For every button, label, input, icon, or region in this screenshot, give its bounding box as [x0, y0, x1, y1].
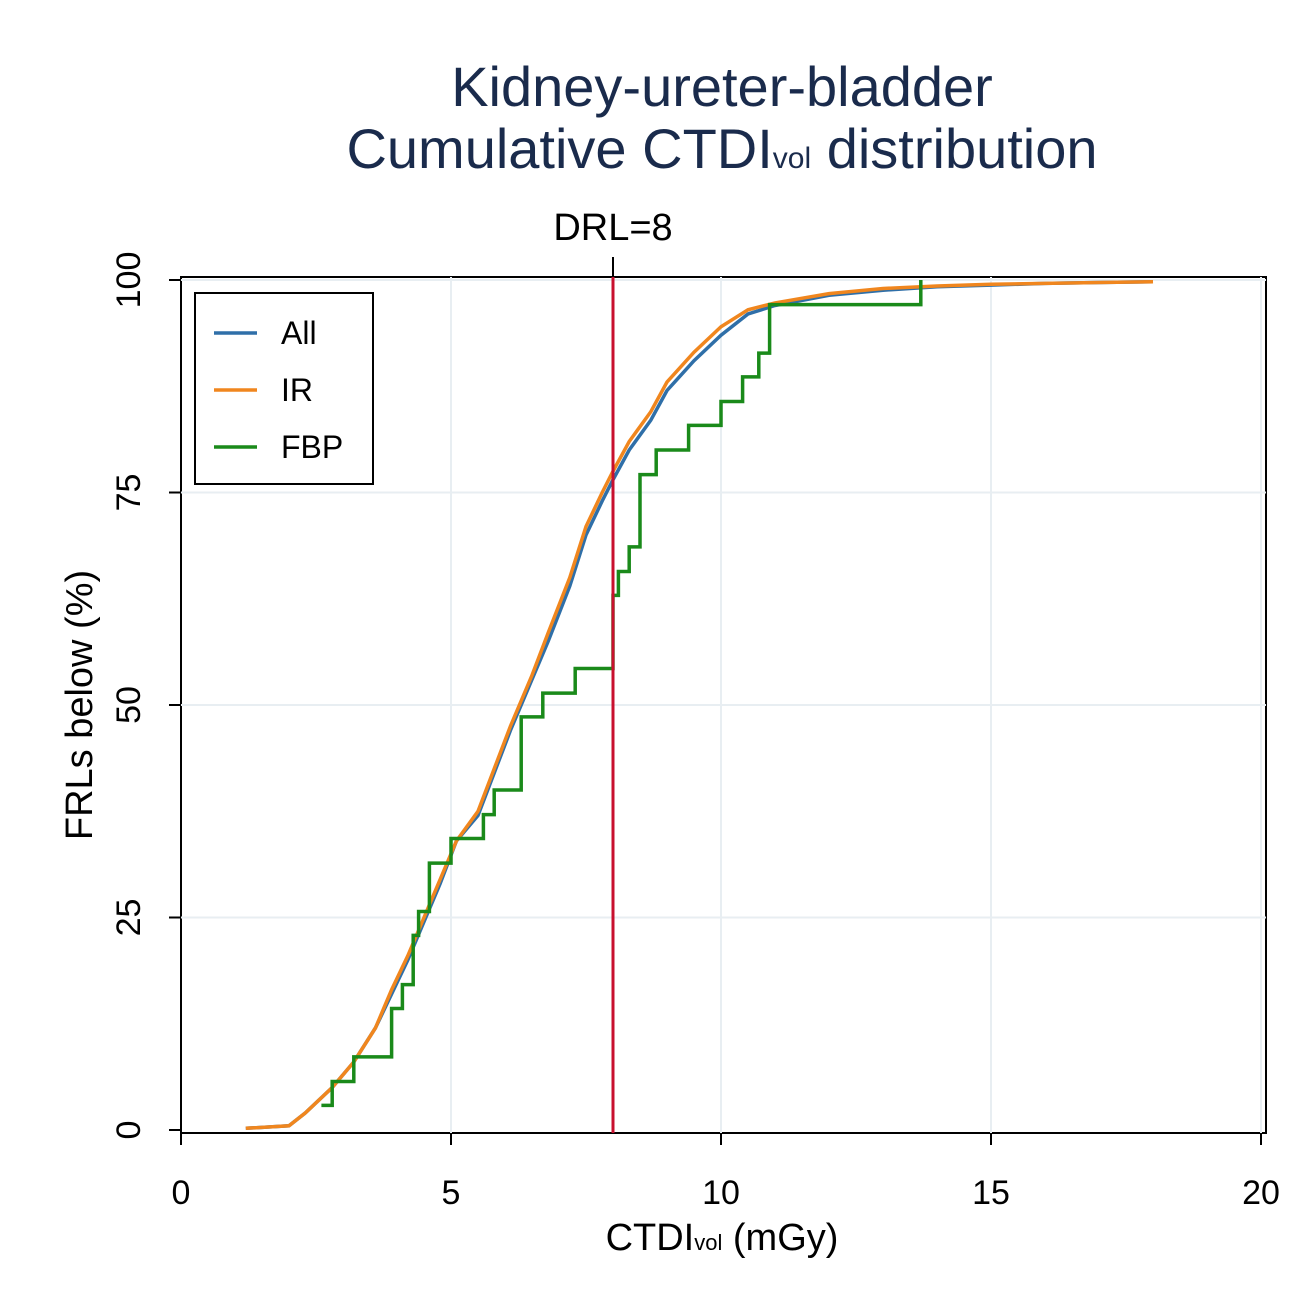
chart-title-line2: Cumulative CTDIvol distribution: [346, 117, 1097, 180]
y-tick-label: 75: [110, 474, 148, 512]
x-tick-label: 10: [702, 1174, 740, 1212]
legend-label-all: All: [281, 315, 317, 351]
x-tick-label: 20: [1242, 1174, 1280, 1212]
x-axis-label-subscript: vol: [694, 1230, 722, 1255]
reference-line-group: DRL=8: [553, 207, 673, 1133]
x-tick-label: 0: [172, 1174, 191, 1212]
series-line-ir: [245, 279, 1154, 1131]
axes: 0 5 10 15 20 0 25 50 75 100: [110, 252, 1280, 1212]
grid-lines: [181, 277, 1266, 1133]
y-tick-label: 25: [110, 899, 148, 937]
x-tick-label: 15: [972, 1174, 1010, 1212]
y-tick-label: 50: [110, 686, 148, 724]
drl-label: DRL=8: [553, 207, 672, 249]
legend-label-ir: IR: [281, 372, 313, 408]
x-axis-label: CTDIvol (mGy): [606, 1217, 839, 1259]
x-axis-label-end: (mGy): [722, 1217, 838, 1259]
series-line-fbp: [321, 280, 923, 1108]
legend-label-fbp: FBP: [281, 429, 343, 465]
chart-title-line2-main: Cumulative CTDI: [346, 117, 772, 180]
chart-title-line1: Kidney-ureter-bladder: [451, 55, 993, 118]
y-axis-label: FRLs below (%): [59, 570, 101, 840]
x-tick-label: 5: [442, 1174, 461, 1212]
chart-title-line2-subscript: vol: [773, 142, 811, 175]
x-axis-label-main: CTDI: [606, 1217, 695, 1259]
chart-title-line2-end: distribution: [811, 117, 1097, 180]
y-tick-label: 100: [110, 252, 148, 309]
legend: All IR FBP: [194, 292, 374, 485]
series-lines: [245, 279, 1154, 1131]
y-tick-label: 0: [110, 1121, 148, 1140]
